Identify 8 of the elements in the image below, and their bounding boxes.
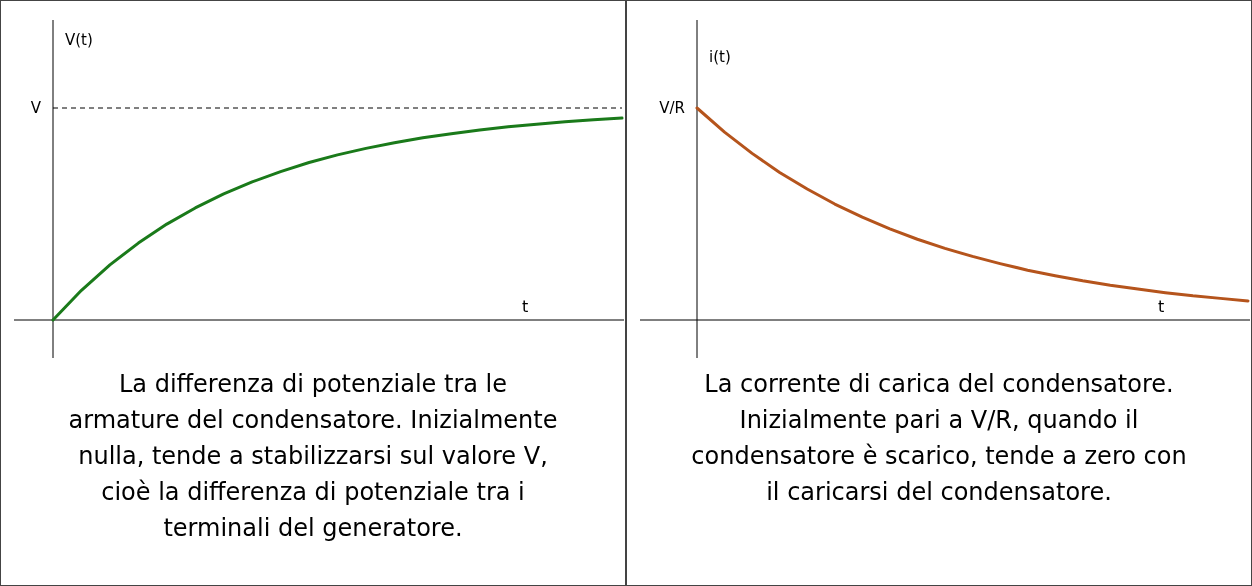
y-axis-title: i(t) xyxy=(709,48,731,66)
text: La differenza di potenziale tra le armature del condensatore. Inizialmente nulla, tende a stabilizzarsi sul valore V, cioè la differenza di potenziale tra i terminali del generatore. xyxy=(68,370,558,542)
y-axis-title: V(t) xyxy=(65,31,93,49)
text: La corrente di carica del condensatore. Inizialmente pari a V/R, quando il condensatore è scarico, tende a zero con il caricarsi del condensatore. xyxy=(691,370,1187,506)
x-axis-title: t xyxy=(522,297,529,316)
annotation: V/R xyxy=(659,98,685,117)
x-axis-title: t xyxy=(1158,297,1165,316)
ref-line-label: V xyxy=(30,98,42,117)
